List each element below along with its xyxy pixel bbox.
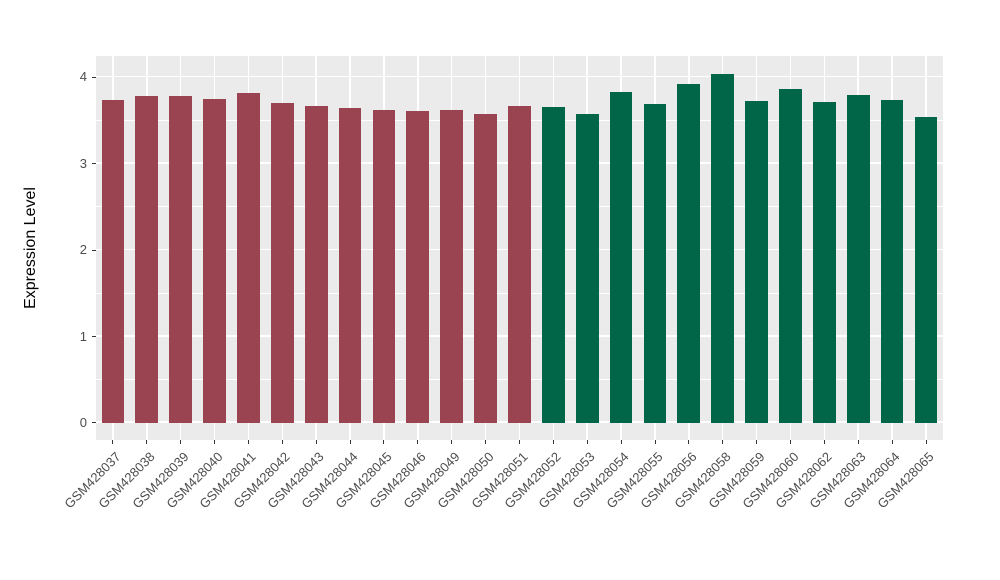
category-slot bbox=[503, 56, 537, 440]
x-tick-mark bbox=[146, 440, 148, 444]
bar-GSM428056 bbox=[677, 84, 701, 423]
category-slot bbox=[672, 56, 706, 440]
x-tick-mark bbox=[281, 440, 283, 444]
x-tick-mark bbox=[823, 440, 825, 444]
category-slot bbox=[909, 56, 943, 440]
x-tick-mark bbox=[519, 440, 520, 444]
category-slot bbox=[706, 56, 740, 440]
bar-GSM428052 bbox=[541, 106, 565, 423]
bar-GSM428037 bbox=[101, 99, 125, 423]
bar-GSM428064 bbox=[880, 99, 904, 423]
category-slot bbox=[841, 56, 875, 440]
x-tick-mark bbox=[417, 440, 419, 444]
bar-GSM428044 bbox=[338, 108, 362, 423]
y-tick-mark bbox=[92, 163, 96, 165]
x-tick-mark bbox=[790, 440, 792, 444]
x-tick-mark bbox=[349, 440, 351, 444]
x-tick-mark bbox=[620, 440, 622, 444]
x-tick-mark bbox=[654, 440, 656, 444]
category-slot bbox=[638, 56, 672, 440]
category-slot bbox=[232, 56, 266, 440]
bar-GSM428065 bbox=[914, 117, 938, 423]
x-tick-mark bbox=[756, 440, 758, 444]
bar-GSM428041 bbox=[237, 92, 260, 423]
category-slot bbox=[96, 56, 130, 440]
bar-GSM428055 bbox=[643, 104, 667, 423]
x-tick-mark bbox=[315, 440, 317, 444]
y-tick-label: 2 bbox=[79, 242, 87, 258]
x-tick-mark bbox=[180, 440, 182, 444]
x-tick-mark bbox=[383, 440, 385, 444]
category-slot bbox=[367, 56, 401, 440]
x-tick-mark bbox=[485, 440, 487, 444]
category-slot bbox=[604, 56, 638, 440]
bar-GSM428046 bbox=[406, 111, 430, 423]
category-slot bbox=[469, 56, 503, 440]
x-tick-mark bbox=[552, 440, 554, 444]
bar-GSM428054 bbox=[609, 92, 633, 423]
x-tick-mark bbox=[857, 440, 859, 444]
y-tick-mark bbox=[92, 336, 96, 337]
plot-panel bbox=[96, 56, 943, 440]
y-tick-label: 0 bbox=[79, 414, 87, 430]
category-slot bbox=[807, 56, 841, 440]
x-tick-mark bbox=[891, 440, 893, 444]
bar-GSM428062 bbox=[812, 102, 836, 423]
x-tick-mark bbox=[214, 440, 216, 444]
bar-GSM428050 bbox=[474, 113, 497, 423]
bar-GSM428049 bbox=[440, 110, 464, 423]
category-slot bbox=[435, 56, 469, 440]
bar-GSM428042 bbox=[270, 103, 294, 423]
category-slot bbox=[265, 56, 299, 440]
bar-GSM428058 bbox=[711, 73, 735, 423]
bar-GSM428040 bbox=[203, 98, 226, 423]
bar-GSM428045 bbox=[372, 110, 396, 423]
category-slot bbox=[740, 56, 774, 440]
category-slot bbox=[570, 56, 604, 440]
bar-slots bbox=[96, 56, 943, 440]
bar-GSM428059 bbox=[745, 100, 768, 423]
bar-GSM428051 bbox=[508, 105, 531, 423]
category-slot bbox=[198, 56, 232, 440]
y-tick-mark bbox=[92, 249, 96, 251]
category-slot bbox=[333, 56, 367, 440]
bar-GSM428038 bbox=[135, 96, 159, 423]
bar-GSM428053 bbox=[575, 114, 599, 423]
bar-GSM428043 bbox=[304, 105, 328, 423]
x-tick-mark bbox=[925, 440, 927, 444]
x-tick-mark bbox=[247, 440, 249, 444]
category-slot bbox=[299, 56, 333, 440]
category-slot bbox=[401, 56, 435, 440]
bar-GSM428063 bbox=[846, 95, 870, 423]
category-slot bbox=[875, 56, 909, 440]
category-slot bbox=[536, 56, 570, 440]
x-tick-mark bbox=[451, 440, 453, 444]
y-tick-mark bbox=[92, 76, 96, 78]
y-tick-mark bbox=[92, 422, 96, 424]
x-tick-mark bbox=[586, 440, 588, 444]
category-slot bbox=[164, 56, 198, 440]
bar-GSM428060 bbox=[779, 89, 802, 423]
x-tick-mark bbox=[112, 440, 114, 444]
y-tick-label: 4 bbox=[79, 69, 87, 85]
x-tick-mark bbox=[688, 440, 690, 444]
category-slot bbox=[774, 56, 808, 440]
y-tick-label: 3 bbox=[79, 155, 87, 171]
category-slot bbox=[130, 56, 164, 440]
y-tick-label: 1 bbox=[79, 328, 87, 344]
x-tick-mark bbox=[722, 440, 724, 444]
bar-GSM428039 bbox=[169, 96, 193, 423]
